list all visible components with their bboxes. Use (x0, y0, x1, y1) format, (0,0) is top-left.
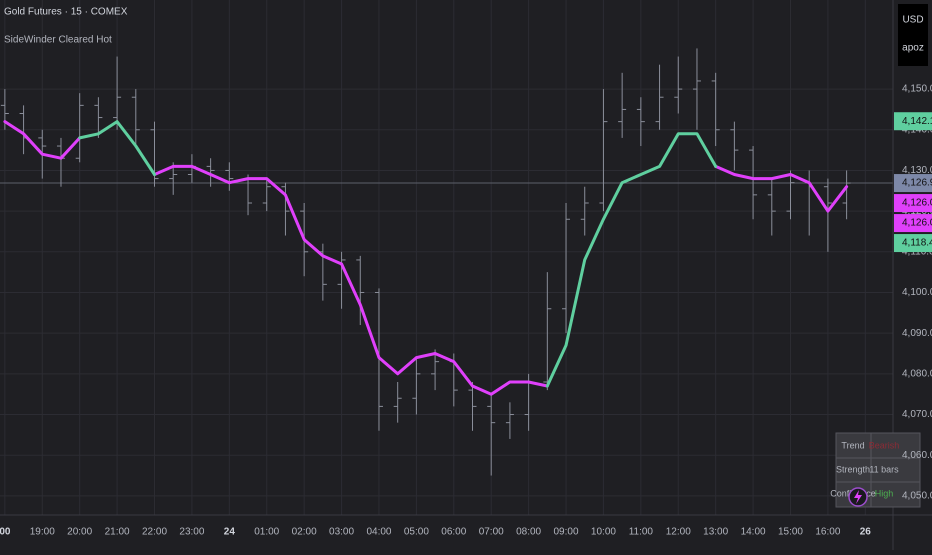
x-tick-label: 05:00 (404, 527, 429, 538)
price-label-bg (894, 214, 932, 233)
price-label: 4,126.0 (902, 198, 932, 209)
x-tick-label: 16:00 (815, 527, 840, 538)
table-cell: 11 bars (869, 464, 899, 474)
x-tick-label: 15:00 (778, 527, 803, 538)
x-tick-label: 24 (224, 527, 236, 538)
indicator-line (3, 120, 849, 396)
price-label: 4,142.1 (902, 116, 932, 127)
table-cell: Trend (841, 440, 864, 450)
y-tick-label: 4,060.0 (902, 450, 932, 461)
x-tick-label: 07:00 (479, 527, 504, 538)
x-tick-label: 13:00 (703, 527, 728, 538)
x-tick-label: 10:00 (591, 527, 616, 538)
x-tick-label: 19:00 (30, 527, 55, 538)
info-table: Trend Bearish Strength 11 bars Confidenc… (830, 432, 921, 508)
x-tick-label: 06:00 (441, 527, 466, 538)
x-tick-label: 26 (860, 527, 872, 538)
x-tick-label: 02:00 (292, 527, 317, 538)
account-box[interactable] (898, 4, 928, 66)
x-tick-label: 23:00 (179, 527, 204, 538)
user: apoz (902, 43, 924, 54)
table-cell: High (875, 488, 894, 498)
x-tick-label: 20:00 (67, 527, 92, 538)
y-tick-label: 4,090.0 (902, 328, 932, 339)
table-cell: Strength (836, 464, 870, 474)
x-tick-label: 00 (0, 527, 11, 538)
x-tick-label: 22:00 (142, 527, 167, 538)
x-tick-label: 14:00 (741, 527, 766, 538)
price-label-bg (894, 194, 932, 213)
indicator-line (78, 120, 718, 388)
y-tick-label: 4,150.0 (902, 84, 932, 95)
table-cell: Bearish (869, 440, 900, 450)
y-tick-label: 4,050.0 (902, 491, 932, 502)
price-label: 4,126.0 (902, 218, 932, 229)
y-tick-label: 4,130.0 (902, 165, 932, 176)
price-label: 4,126.9 (902, 178, 932, 189)
x-tick-label: 08:00 (516, 527, 541, 538)
price-label-bg (894, 174, 932, 193)
indicator-name: SideWinder Cleared Hot (4, 35, 112, 46)
symbol-title: Gold Futures · 15 · COMEX (4, 7, 128, 18)
logo-bolt (854, 490, 862, 504)
price-label: 4,118.4 (902, 238, 932, 249)
x-tick-label: 21:00 (105, 527, 130, 538)
y-tick-label: 4,080.0 (902, 368, 932, 379)
price-label-bg (894, 234, 932, 253)
price-label-bg (894, 112, 932, 131)
y-tick-label: 4,070.0 (902, 409, 932, 420)
y-tick-label: 4,100.0 (902, 287, 932, 298)
x-tick-label: 12:00 (666, 527, 691, 538)
currency: USD (902, 15, 923, 26)
x-tick-label: 11:00 (629, 527, 654, 538)
x-tick-label: 04:00 (366, 527, 391, 538)
x-tick-label: 03:00 (329, 527, 354, 538)
x-tick-label: 09:00 (554, 527, 579, 538)
x-tick-label: 01:00 (254, 527, 279, 538)
